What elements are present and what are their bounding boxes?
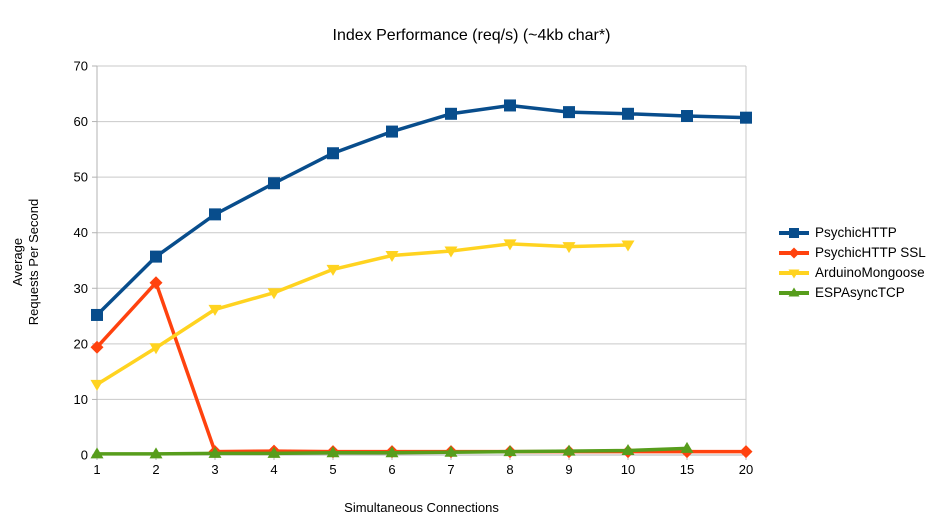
legend-item-psychichttp-ssl: PsychicHTTP SSL: [779, 244, 926, 261]
legend-label: PsychicHTTP: [815, 225, 897, 240]
data-point-psychichttp: [209, 208, 221, 221]
data-point-psychichttp: [445, 107, 457, 120]
data-point-psychichttp-ssl: [90, 340, 104, 354]
data-point-espasynctcp: [90, 447, 104, 459]
y-tick-label: 0: [81, 448, 88, 463]
data-point-espasynctcp: [208, 446, 222, 458]
legend-marker-triangle-down: [788, 269, 800, 278]
data-point-espasynctcp: [503, 445, 517, 457]
data-point-psychichttp-ssl: [149, 276, 163, 290]
legend-marker-diamond: [788, 247, 800, 258]
data-point-espasynctcp: [149, 447, 163, 459]
data-point-psychichttp: [563, 106, 575, 119]
x-tick-label: 2: [152, 462, 159, 477]
x-tick-label: 4: [270, 462, 277, 477]
data-point-psychichttp: [91, 308, 103, 321]
x-tick-label: 1: [93, 462, 100, 477]
legend-swatch-psychichttp-ssl: [779, 247, 809, 258]
chart-title: Index Performance (req/s) (~4kb char*): [332, 27, 611, 44]
data-point-espasynctcp: [385, 446, 399, 458]
y-tick-label: 20: [74, 336, 88, 351]
legend-swatch-psychichttp: [779, 227, 809, 238]
series-line-psychichttp: [95, 103, 748, 317]
data-point-arduinomongoose: [326, 264, 340, 276]
x-tick-label: 15: [680, 462, 694, 477]
data-point-espasynctcp: [444, 445, 458, 457]
data-point-arduinomongoose: [621, 240, 635, 252]
x-tick-label: 7: [447, 462, 454, 477]
data-point-arduinomongoose: [385, 250, 399, 262]
data-point-arduinomongoose: [503, 239, 517, 251]
x-tick-label: 8: [506, 462, 513, 477]
data-point-psychichttp-ssl: [739, 445, 753, 459]
legend-marker-square: [789, 227, 799, 238]
data-point-arduinomongoose: [562, 242, 576, 254]
legend-item-espasynctcp: ESPAsyncTCP: [779, 284, 926, 301]
data-point-espasynctcp: [326, 446, 340, 458]
legend-item-arduinomongoose: ArduinoMongoose: [779, 264, 926, 281]
y-tick-label: 40: [74, 225, 88, 240]
y-tick-label: 30: [74, 281, 88, 296]
data-point-arduinomongoose: [267, 288, 281, 300]
legend-swatch-espasynctcp: [779, 287, 809, 296]
data-point-arduinomongoose: [90, 379, 104, 391]
x-tick-label: 3: [211, 462, 218, 477]
legend-label: PsychicHTTP SSL: [815, 245, 926, 260]
y-tick-label: 70: [74, 59, 88, 74]
data-point-psychichttp: [268, 177, 280, 190]
data-point-psychichttp: [504, 99, 516, 112]
y-tick-label: 10: [74, 392, 88, 407]
data-point-espasynctcp: [680, 441, 694, 453]
x-tick-label: 10: [621, 462, 635, 477]
data-point-arduinomongoose: [444, 246, 458, 258]
x-tick-label: 5: [329, 462, 336, 477]
series-line-arduinomongoose: [95, 242, 630, 387]
data-point-espasynctcp: [267, 446, 281, 458]
data-point-psychichttp: [327, 147, 339, 160]
legend-label: ArduinoMongoose: [815, 265, 925, 280]
x-tick-label: 20: [739, 462, 753, 477]
legend-swatch-arduinomongoose: [779, 269, 809, 278]
y-tick-label: 50: [74, 170, 88, 185]
data-point-psychichttp: [740, 111, 752, 124]
data-point-psychichttp: [386, 125, 398, 138]
x-tick-label: 6: [388, 462, 395, 477]
legend-marker-triangle-up: [788, 287, 800, 296]
legend: PsychicHTTP PsychicHTTP SSL ArduinoMongoos…: [779, 224, 926, 301]
x-tick-label: 9: [565, 462, 572, 477]
data-point-espasynctcp: [562, 444, 576, 456]
legend-label: ESPAsyncTCP: [815, 285, 905, 300]
x-axis-title: Simultaneous Connections: [344, 500, 499, 515]
legend-item-psychichttp: PsychicHTTP: [779, 224, 926, 241]
data-point-psychichttp: [681, 110, 693, 123]
data-point-arduinomongoose: [149, 343, 163, 355]
data-point-psychichttp: [622, 107, 634, 120]
data-point-arduinomongoose: [208, 304, 222, 316]
series-line-psychichttp-ssl: [95, 280, 748, 454]
data-point-espasynctcp: [621, 444, 635, 456]
data-point-psychichttp: [150, 250, 162, 263]
y-tick-label: 60: [74, 114, 88, 129]
